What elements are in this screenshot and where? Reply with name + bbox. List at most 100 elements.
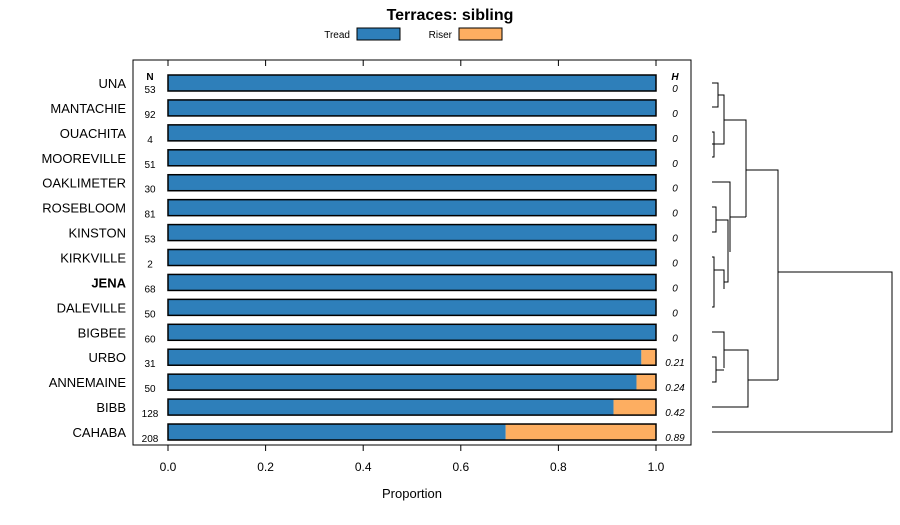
category-label: DALEVILLE — [57, 300, 127, 315]
legend-swatch-tread — [356, 27, 401, 41]
category-label: ANNEMAINE — [49, 375, 127, 390]
h-column-header: H — [671, 72, 679, 83]
plot-panel — [132, 59, 692, 446]
bar-segment-tread — [168, 274, 656, 291]
bar-row: OAKLIMETER 30 0 — [42, 173, 678, 196]
bar-segment-tread — [168, 399, 614, 416]
bar-row: CAHABA 208 0.89 — [73, 423, 685, 445]
bar-row: DALEVILLE 50 0 — [57, 298, 678, 320]
bar-row: MANTACHIE 92 0 — [50, 99, 678, 121]
bar-segment-tread — [168, 199, 656, 216]
h-value-label: 0 — [672, 259, 678, 270]
n-value-label: 53 — [144, 85, 156, 96]
bar-segment-tread — [168, 75, 656, 91]
bar-segment-tread — [168, 124, 656, 141]
bar-segment-tread — [168, 174, 656, 191]
n-value-label: 208 — [142, 434, 159, 445]
h-value-label: 0 — [672, 308, 678, 319]
bar-outline — [167, 248, 657, 267]
n-value-label: 50 — [144, 309, 156, 320]
n-value-label: 92 — [144, 110, 156, 121]
bar-outline — [167, 398, 657, 416]
bar-segment-tread — [168, 224, 656, 241]
n-value-label: 128 — [142, 409, 159, 420]
h-value-label: 0 — [672, 109, 678, 120]
bar-segment-tread — [168, 149, 656, 166]
category-label: KIRKVILLE — [60, 251, 126, 266]
h-value-label: 0.21 — [665, 358, 684, 369]
category-label: KINSTON — [68, 226, 126, 241]
category-label: URBO — [88, 350, 126, 365]
x-tick-label: 0.8 — [550, 460, 567, 474]
dendrogram-branch — [716, 219, 729, 283]
dendrogram-branch — [714, 269, 725, 289]
bar-outline — [167, 99, 657, 117]
bar-outline — [167, 223, 657, 242]
bar-outline — [167, 298, 657, 317]
bar-outline — [167, 198, 657, 217]
bar-outline — [167, 273, 657, 292]
bar-outline — [167, 74, 657, 92]
bar-segment-riser — [641, 349, 656, 366]
bar-outline — [167, 323, 657, 342]
dendrogram-branch — [746, 169, 779, 380]
chart-title: Terraces: sibling — [387, 7, 514, 24]
bar-row: URBO 31 0.21 — [88, 348, 685, 370]
h-value-label: 0 — [672, 234, 678, 245]
legend-label-riser: Riser — [429, 30, 453, 41]
bar-row: KIRKVILLE 2 0 — [60, 248, 678, 271]
n-value-label: 68 — [144, 284, 156, 295]
n-value-label: 4 — [147, 135, 153, 146]
dendrogram-branch — [712, 356, 717, 383]
bar-segment-riser — [613, 399, 656, 416]
bar-segment-riser — [636, 374, 656, 391]
h-value-label: 0 — [672, 159, 678, 170]
category-label: ROSEBLOOM — [42, 201, 126, 216]
category-label: MOOREVILLE — [41, 151, 126, 166]
h-value-label: 0 — [672, 84, 678, 95]
bar-outline — [167, 348, 657, 366]
h-value-label: 0 — [672, 283, 678, 294]
category-label: BIGBEE — [78, 325, 127, 340]
category-label: OAKLIMETER — [42, 176, 126, 191]
bar-segment-tread — [168, 374, 637, 391]
x-tick-label: 1.0 — [648, 460, 665, 474]
dendrogram-branch — [712, 206, 717, 233]
legend: Tread Riser — [324, 27, 503, 41]
h-value-label: 0.89 — [665, 433, 685, 444]
dendrogram-branch — [712, 349, 749, 408]
dendrogram-branch — [712, 181, 731, 252]
x-axis: 0.0 0.2 0.4 0.6 0.8 1.0 — [160, 60, 665, 474]
n-value-label: 81 — [144, 210, 156, 221]
n-value-label: 51 — [144, 160, 156, 171]
legend-swatch-riser — [458, 27, 503, 41]
legend-label-tread: Tread — [324, 30, 350, 41]
bar-outline — [167, 173, 657, 192]
bar-row: KINSTON 53 0 — [68, 223, 678, 246]
category-label: OUACHITA — [60, 126, 127, 141]
bar-row: MOOREVILLE 51 0 — [41, 149, 678, 171]
bar-segment-tread — [168, 299, 656, 316]
x-tick-label: 0.4 — [355, 460, 372, 474]
n-value-label: 31 — [144, 359, 156, 370]
bar-segment-riser — [505, 424, 656, 441]
bar-outline — [167, 149, 657, 167]
category-label: MANTACHIE — [50, 101, 126, 116]
bar-outline — [167, 124, 657, 142]
bar-row: JENA 68 0 — [91, 273, 678, 295]
h-value-label: 0.42 — [665, 408, 685, 419]
category-label: JENA — [91, 275, 126, 290]
dendrogram-branch — [712, 256, 715, 308]
bar-row: ROSEBLOOM 81 0 — [42, 198, 678, 221]
x-axis-title: Proportion — [382, 486, 442, 501]
h-value-label: 0.24 — [665, 383, 685, 394]
category-label: CAHABA — [73, 425, 127, 440]
bar-segment-tread — [168, 99, 656, 116]
bar-row: UNA 53 0 — [99, 74, 678, 96]
bar-segment-tread — [168, 249, 656, 266]
bar-row: BIGBEE 60 0 — [78, 323, 678, 345]
dendrogram — [712, 82, 893, 433]
bar-outline — [167, 423, 657, 441]
n-column-header: N — [146, 72, 153, 83]
